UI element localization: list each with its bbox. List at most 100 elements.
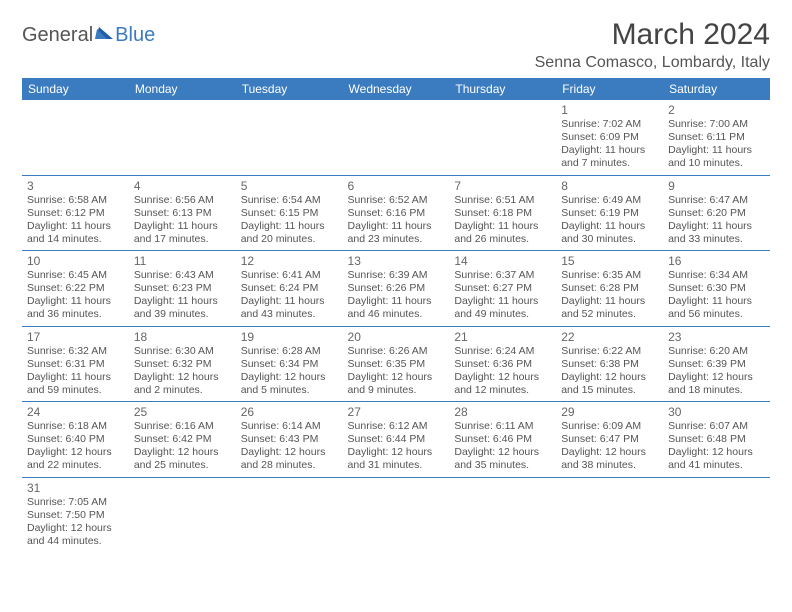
calendar-day-cell: 11Sunrise: 6:43 AMSunset: 6:23 PMDayligh… [129,251,236,327]
calendar-day-cell: 14Sunrise: 6:37 AMSunset: 6:27 PMDayligh… [449,251,556,327]
day-number: 6 [348,179,445,193]
calendar-day-cell: 13Sunrise: 6:39 AMSunset: 6:26 PMDayligh… [343,251,450,327]
calendar-day-cell: 9Sunrise: 6:47 AMSunset: 6:20 PMDaylight… [663,175,770,251]
calendar-day-cell: 27Sunrise: 6:12 AMSunset: 6:44 PMDayligh… [343,402,450,478]
day-info: Sunrise: 6:18 AMSunset: 6:40 PMDaylight:… [27,420,124,473]
day-info: Sunrise: 6:49 AMSunset: 6:19 PMDaylight:… [561,194,658,247]
calendar-day-cell: 15Sunrise: 6:35 AMSunset: 6:28 PMDayligh… [556,251,663,327]
calendar-day-cell: 10Sunrise: 6:45 AMSunset: 6:22 PMDayligh… [22,251,129,327]
calendar-day-cell: 1Sunrise: 7:02 AMSunset: 6:09 PMDaylight… [556,100,663,175]
day-number: 11 [134,254,231,268]
day-info: Sunrise: 6:22 AMSunset: 6:38 PMDaylight:… [561,345,658,398]
calendar-day-cell: 18Sunrise: 6:30 AMSunset: 6:32 PMDayligh… [129,326,236,402]
calendar-day-cell: 21Sunrise: 6:24 AMSunset: 6:36 PMDayligh… [449,326,556,402]
day-number: 26 [241,405,338,419]
day-info: Sunrise: 7:00 AMSunset: 6:11 PMDaylight:… [668,118,765,171]
day-info: Sunrise: 6:07 AMSunset: 6:48 PMDaylight:… [668,420,765,473]
calendar-week-row: 24Sunrise: 6:18 AMSunset: 6:40 PMDayligh… [22,402,770,478]
calendar-day-cell: 26Sunrise: 6:14 AMSunset: 6:43 PMDayligh… [236,402,343,478]
calendar-day-cell: 22Sunrise: 6:22 AMSunset: 6:38 PMDayligh… [556,326,663,402]
calendar-empty-cell [343,100,450,175]
day-info: Sunrise: 6:16 AMSunset: 6:42 PMDaylight:… [134,420,231,473]
day-info: Sunrise: 6:52 AMSunset: 6:16 PMDaylight:… [348,194,445,247]
day-info: Sunrise: 6:37 AMSunset: 6:27 PMDaylight:… [454,269,551,322]
day-number: 30 [668,405,765,419]
calendar-day-cell: 6Sunrise: 6:52 AMSunset: 6:16 PMDaylight… [343,175,450,251]
day-number: 25 [134,405,231,419]
flag-icon [95,25,115,46]
calendar-week-row: 10Sunrise: 6:45 AMSunset: 6:22 PMDayligh… [22,251,770,327]
day-info: Sunrise: 6:28 AMSunset: 6:34 PMDaylight:… [241,345,338,398]
day-number: 24 [27,405,124,419]
day-number: 2 [668,103,765,117]
calendar-day-cell: 8Sunrise: 6:49 AMSunset: 6:19 PMDaylight… [556,175,663,251]
calendar-week-row: 1Sunrise: 7:02 AMSunset: 6:09 PMDaylight… [22,100,770,175]
day-info: Sunrise: 6:45 AMSunset: 6:22 PMDaylight:… [27,269,124,322]
calendar-empty-cell [449,477,556,552]
calendar-day-cell: 30Sunrise: 6:07 AMSunset: 6:48 PMDayligh… [663,402,770,478]
calendar-day-cell: 2Sunrise: 7:00 AMSunset: 6:11 PMDaylight… [663,100,770,175]
calendar-day-cell: 4Sunrise: 6:56 AMSunset: 6:13 PMDaylight… [129,175,236,251]
header: General Blue March 2024 Senna Comasco, L… [22,18,770,72]
day-number: 21 [454,330,551,344]
month-title: March 2024 [535,18,770,52]
day-info: Sunrise: 6:11 AMSunset: 6:46 PMDaylight:… [454,420,551,473]
day-info: Sunrise: 6:41 AMSunset: 6:24 PMDaylight:… [241,269,338,322]
calendar-empty-cell [663,477,770,552]
calendar-day-cell: 29Sunrise: 6:09 AMSunset: 6:47 PMDayligh… [556,402,663,478]
day-number: 9 [668,179,765,193]
calendar-empty-cell [129,100,236,175]
day-number: 7 [454,179,551,193]
weekday-header: Friday [556,78,663,100]
day-number: 20 [348,330,445,344]
calendar-day-cell: 23Sunrise: 6:20 AMSunset: 6:39 PMDayligh… [663,326,770,402]
calendar-empty-cell [236,100,343,175]
calendar-empty-cell [129,477,236,552]
weekday-header: Sunday [22,78,129,100]
day-number: 16 [668,254,765,268]
day-number: 15 [561,254,658,268]
calendar-day-cell: 7Sunrise: 6:51 AMSunset: 6:18 PMDaylight… [449,175,556,251]
calendar-empty-cell [22,100,129,175]
day-info: Sunrise: 6:58 AMSunset: 6:12 PMDaylight:… [27,194,124,247]
calendar-empty-cell [556,477,663,552]
calendar-day-cell: 19Sunrise: 6:28 AMSunset: 6:34 PMDayligh… [236,326,343,402]
calendar-day-cell: 20Sunrise: 6:26 AMSunset: 6:35 PMDayligh… [343,326,450,402]
day-number: 22 [561,330,658,344]
calendar-day-cell: 28Sunrise: 6:11 AMSunset: 6:46 PMDayligh… [449,402,556,478]
day-number: 13 [348,254,445,268]
calendar-empty-cell [343,477,450,552]
day-info: Sunrise: 6:12 AMSunset: 6:44 PMDaylight:… [348,420,445,473]
title-block: March 2024 Senna Comasco, Lombardy, Ital… [535,18,770,72]
day-number: 27 [348,405,445,419]
day-info: Sunrise: 6:39 AMSunset: 6:26 PMDaylight:… [348,269,445,322]
logo: General Blue [22,24,155,47]
calendar-header-row: SundayMondayTuesdayWednesdayThursdayFrid… [22,78,770,100]
day-number: 18 [134,330,231,344]
day-info: Sunrise: 6:20 AMSunset: 6:39 PMDaylight:… [668,345,765,398]
logo-text-blue: Blue [115,24,155,47]
calendar-empty-cell [449,100,556,175]
location: Senna Comasco, Lombardy, Italy [535,54,770,72]
day-info: Sunrise: 6:09 AMSunset: 6:47 PMDaylight:… [561,420,658,473]
day-number: 29 [561,405,658,419]
weekday-header: Saturday [663,78,770,100]
calendar-empty-cell [236,477,343,552]
calendar-day-cell: 25Sunrise: 6:16 AMSunset: 6:42 PMDayligh… [129,402,236,478]
day-info: Sunrise: 7:05 AMSunset: 7:50 PMDaylight:… [27,496,124,549]
calendar-day-cell: 12Sunrise: 6:41 AMSunset: 6:24 PMDayligh… [236,251,343,327]
day-number: 3 [27,179,124,193]
calendar-table: SundayMondayTuesdayWednesdayThursdayFrid… [22,78,770,552]
day-info: Sunrise: 6:30 AMSunset: 6:32 PMDaylight:… [134,345,231,398]
calendar-week-row: 17Sunrise: 6:32 AMSunset: 6:31 PMDayligh… [22,326,770,402]
day-number: 4 [134,179,231,193]
calendar-day-cell: 24Sunrise: 6:18 AMSunset: 6:40 PMDayligh… [22,402,129,478]
calendar-week-row: 3Sunrise: 6:58 AMSunset: 6:12 PMDaylight… [22,175,770,251]
weekday-header: Monday [129,78,236,100]
day-number: 1 [561,103,658,117]
logo-text-general: General [22,24,93,47]
day-info: Sunrise: 6:56 AMSunset: 6:13 PMDaylight:… [134,194,231,247]
weekday-header: Wednesday [343,78,450,100]
day-info: Sunrise: 7:02 AMSunset: 6:09 PMDaylight:… [561,118,658,171]
day-info: Sunrise: 6:24 AMSunset: 6:36 PMDaylight:… [454,345,551,398]
